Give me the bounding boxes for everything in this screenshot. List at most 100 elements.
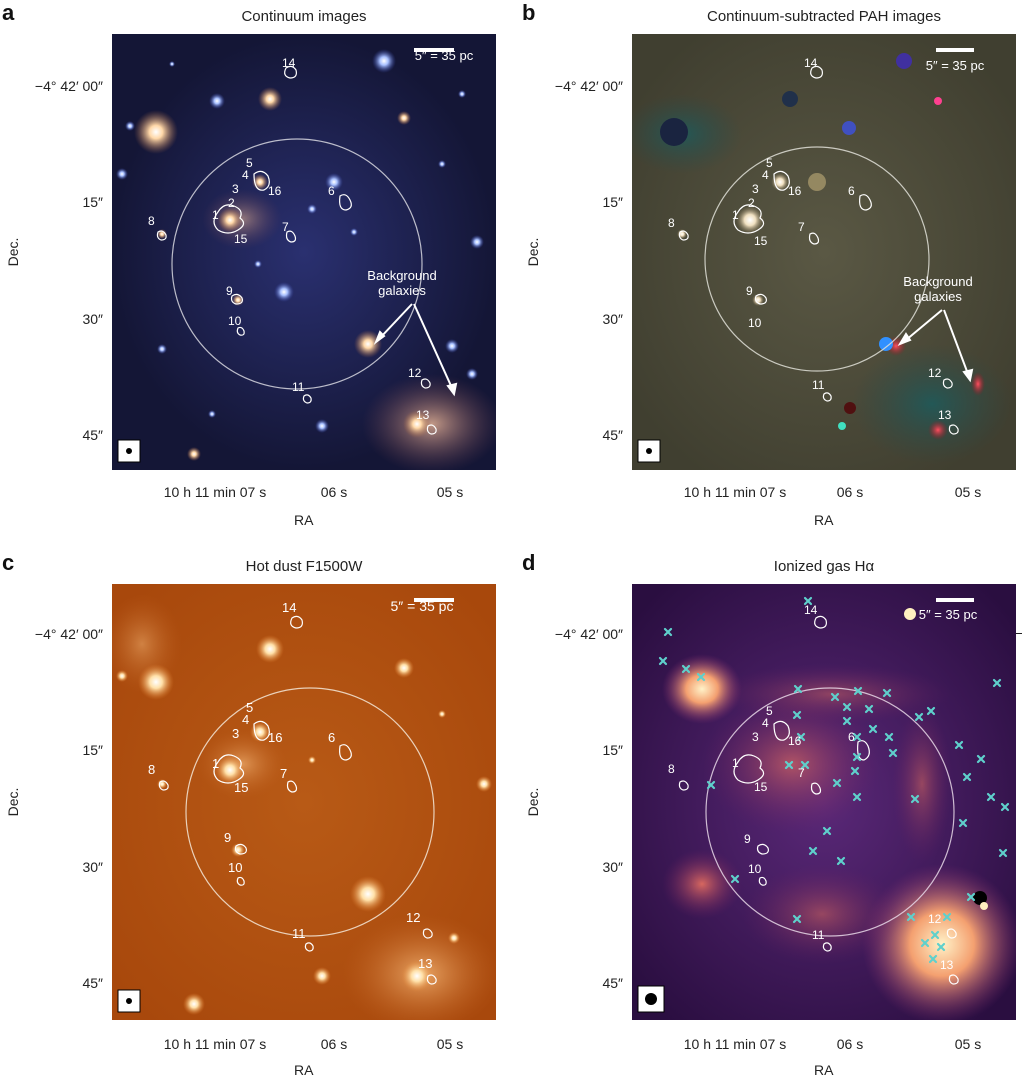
region-label: 8 [148,762,156,777]
x-axis-label: RA [294,512,314,528]
region-label: 3 [232,182,239,196]
x-tick-label: 10 h 11 min 07 s [683,484,787,500]
region-label: 11 [812,378,825,392]
region-label: 7 [280,766,288,781]
halpha-image [632,584,1016,1020]
region-label: 1 [732,208,739,222]
region-label: 12 [408,366,422,380]
region-label: 3 [752,730,759,744]
y-tick-label: −4° 42′ 00″ [34,626,103,642]
panel-title: Continuum-subtracted PAH images [707,8,941,25]
region-label: 5 [766,156,773,170]
x-tick-label: 05 s [954,1036,982,1052]
scale-bar-label: 5″ = 35 pc [414,48,474,63]
region-label: 13 [940,958,954,972]
y-tick-label: 15″ [602,742,623,758]
y-tick-label: 45″ [602,427,623,443]
y-tick-label: 15″ [82,194,103,210]
panel-label: b [522,0,536,25]
x-tick-label: 05 s [954,484,982,500]
region-label: 12 [406,910,421,925]
region-label: 10 [228,860,243,875]
region-label: 4 [242,712,250,727]
x-axis-label: RA [814,1062,834,1078]
background-galaxies-label: Background galaxies [367,268,437,298]
region-label: 14 [804,603,818,617]
region-label: 11 [292,926,306,941]
region-label: 14 [282,600,297,615]
y-axis-label: Dec. [525,787,541,817]
region-label: 3 [232,726,240,741]
scale-bar-label: 5″ = 35 pc [925,58,985,73]
y-tick-label: 45″ [602,975,623,991]
x-tick-label: 10 h 11 min 07 s [163,1036,267,1052]
x-tick-label: 10 h 11 min 07 s [163,484,267,500]
panel-title: Hot dust F1500W [245,558,363,575]
region-label: 2 [748,196,755,210]
region-label: 5 [246,700,254,715]
region-label: 11 [292,380,305,394]
hot-dust-image [112,584,496,1020]
x-tick-label: 10 h 11 min 07 s [683,1036,787,1052]
x-tick-label: 05 s [436,1036,464,1052]
region-label: 4 [242,168,249,182]
region-label: 16 [788,184,802,198]
region-label: 13 [418,956,433,971]
region-label: 11 [812,928,825,942]
region-label: 5 [766,704,773,718]
region-label: 1 [212,756,220,771]
region-label: 7 [798,766,805,780]
region-label: 10 [228,314,242,328]
y-tick-label: −4° 42′ 00″ [554,78,623,94]
region-label: 8 [668,216,675,230]
region-label: 5 [246,156,253,170]
region-label: 6 [328,730,336,745]
y-tick-label: 45″ [82,427,103,443]
continuum-image [112,34,496,470]
region-label: 10 [748,316,762,330]
x-tick-label: 06 s [836,1036,864,1052]
region-label: 9 [224,830,232,845]
x-axis-label: RA [814,512,834,528]
region-label: 2 [228,196,235,210]
region-label: 7 [282,220,289,234]
region-label: 14 [804,56,818,70]
region-label: 8 [148,214,155,228]
region-label: 6 [848,730,855,744]
region-label: 3 [752,182,759,196]
y-axis-label: Dec. [525,237,541,267]
region-label: 1 [212,208,219,222]
region-label: 16 [788,734,802,748]
y-tick-label: 30″ [602,859,623,875]
background-galaxies-label: Background galaxies [903,274,973,304]
scale-bar-label: 5″ = 35 pc [918,607,978,622]
region-label: 14 [282,56,296,70]
x-tick-label: 06 s [836,484,864,500]
region-label: 10 [748,862,762,876]
y-tick-label: −4° 42′ 00″ [34,78,103,94]
y-axis-label: Dec. [5,237,21,267]
axis-tick [1016,633,1022,634]
region-label: 6 [848,184,855,198]
region-label: 15 [234,232,248,246]
pah-image [632,34,1016,470]
x-tick-label: 06 s [320,1036,348,1052]
region-label: 1 [732,756,739,770]
scale-bar-label: 5″ = 35 pc [390,598,454,614]
x-axis-label: RA [294,1062,314,1078]
region-label: 12 [928,912,942,926]
panel-title: Continuum images [241,8,367,25]
region-label: 9 [746,284,753,298]
panel-title: Ionized gas Hα [773,558,875,575]
region-label: 6 [328,184,335,198]
x-tick-label: 05 s [436,484,464,500]
region-label: 16 [268,184,282,198]
region-label: 9 [744,832,751,846]
y-tick-label: 30″ [602,311,623,327]
y-tick-label: 15″ [82,742,103,758]
panel-label: d [522,550,536,575]
region-label: 15 [754,234,768,248]
x-tick-label: 06 s [320,484,348,500]
region-label: 13 [416,408,430,422]
panel-label: c [2,550,15,575]
